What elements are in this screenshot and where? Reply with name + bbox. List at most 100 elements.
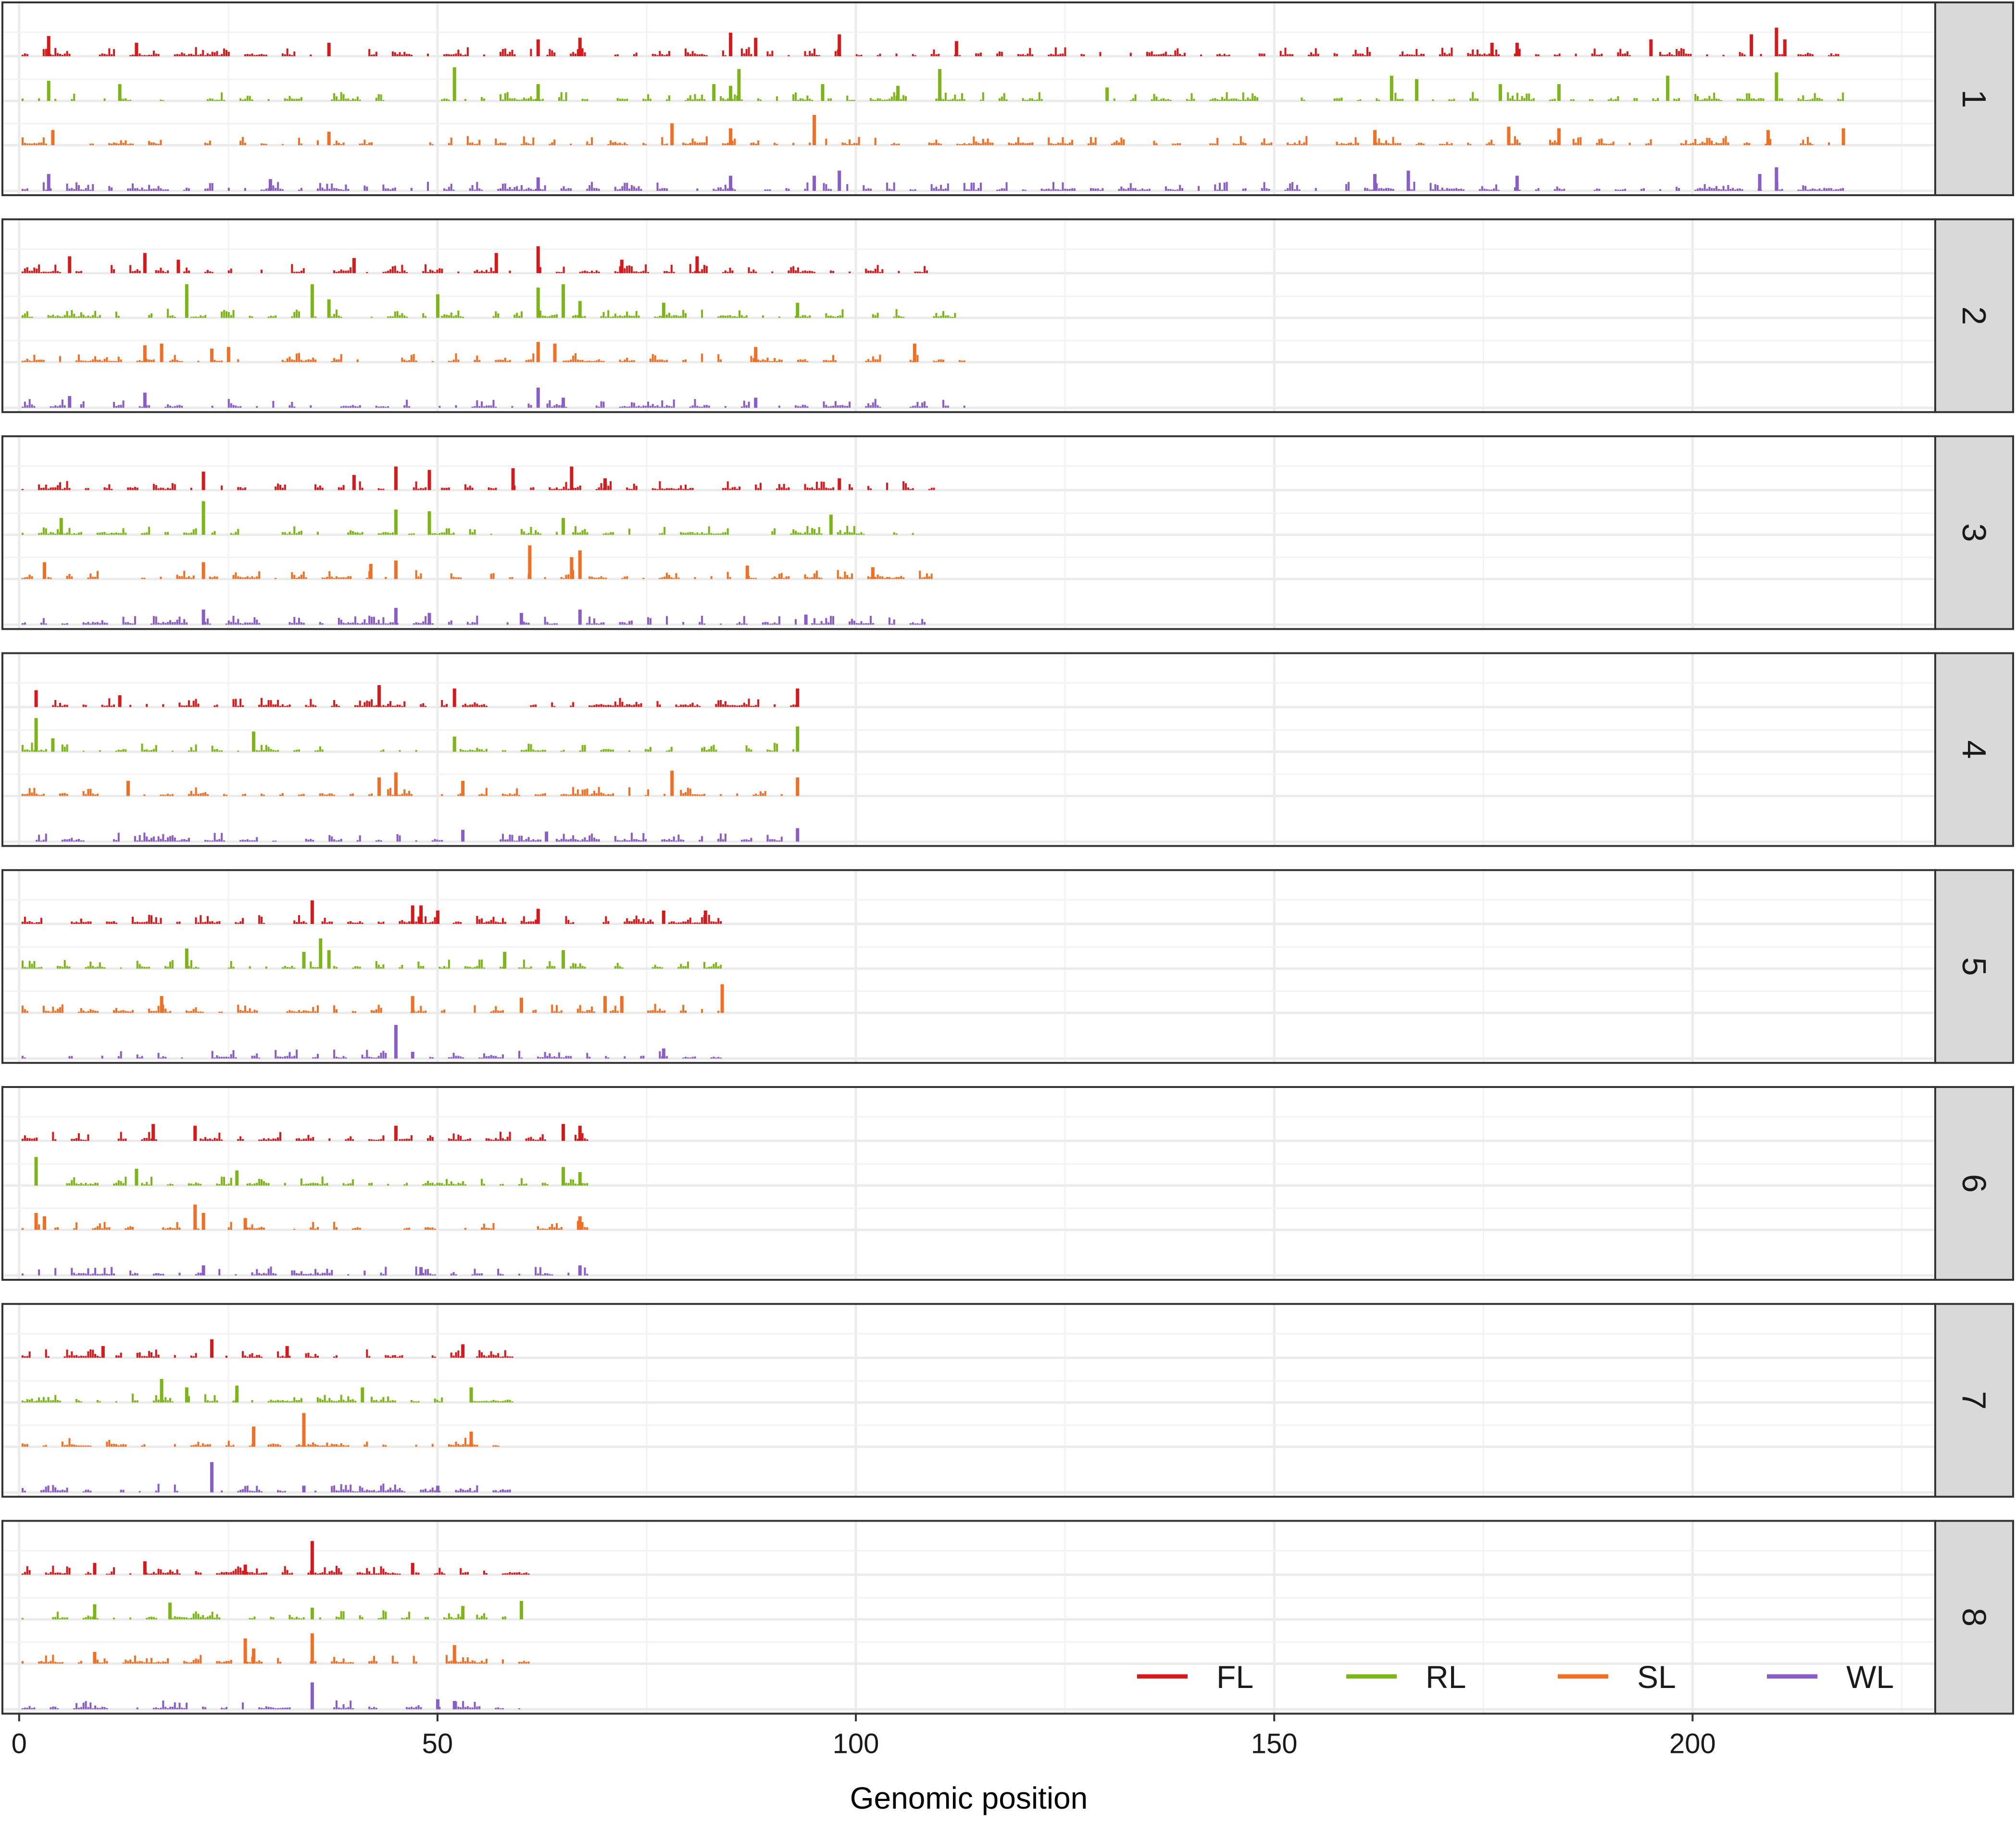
noise-bar	[542, 315, 544, 318]
peak-bar	[1750, 35, 1753, 57]
noise-bar	[43, 1490, 45, 1493]
noise-bar	[446, 315, 448, 318]
noise-bar	[277, 1444, 279, 1447]
noise-bar	[89, 789, 91, 796]
noise-bar	[1486, 144, 1488, 145]
noise-bar	[518, 967, 520, 968]
noise-bar	[326, 1269, 328, 1275]
noise-bar	[827, 361, 829, 362]
noise-bar	[270, 1266, 272, 1275]
noise-bar	[228, 1227, 230, 1230]
noise-bar	[677, 706, 679, 707]
noise-bar	[73, 1273, 75, 1275]
noise-bar	[645, 749, 647, 752]
noise-bar	[570, 923, 572, 924]
noise-bar	[469, 486, 471, 490]
noise-bar	[549, 1053, 551, 1059]
noise-bar	[239, 921, 241, 924]
noise-bar	[628, 265, 630, 273]
noise-bar	[474, 1401, 476, 1402]
noise-bar	[376, 623, 377, 625]
noise-bar	[657, 360, 659, 362]
noise-bar	[71, 99, 73, 101]
noise-bar	[800, 98, 801, 101]
noise-bar	[164, 623, 166, 625]
noise-bar	[553, 139, 555, 145]
noise-bar	[1488, 53, 1490, 56]
noise-bar	[141, 966, 143, 969]
noise-bar	[418, 488, 420, 490]
noise-bar	[1123, 139, 1125, 145]
noise-bar	[29, 271, 31, 273]
noise-bar	[22, 922, 24, 924]
noise-bar	[539, 1138, 541, 1141]
noise-bar	[85, 922, 87, 924]
noise-bar	[263, 1138, 265, 1141]
noise-bar	[589, 1010, 590, 1013]
noise-bar	[118, 1011, 120, 1013]
noise-bar	[155, 616, 157, 625]
noise-bar	[694, 923, 696, 924]
noise-bar	[792, 143, 794, 145]
noise-bar	[301, 1445, 302, 1447]
peak-bar	[838, 478, 841, 490]
noise-bar	[621, 840, 623, 842]
noise-bar	[312, 1357, 314, 1358]
noise-bar	[118, 1445, 120, 1447]
noise-bar	[218, 1133, 220, 1141]
noise-bar	[593, 361, 595, 362]
noise-bar	[1481, 55, 1483, 56]
noise-bar	[664, 794, 665, 796]
noise-bar	[275, 1444, 276, 1447]
noise-bar	[551, 315, 553, 318]
noise-bar	[694, 794, 696, 796]
noise-bar	[143, 533, 145, 535]
noise-bar	[380, 489, 382, 490]
noise-bar	[160, 488, 162, 490]
noise-bar	[526, 534, 527, 535]
noise-bar	[153, 1011, 155, 1013]
noise-bar	[50, 316, 51, 318]
peak-bar	[562, 950, 565, 969]
noise-bar	[87, 315, 89, 318]
peak-bar	[1373, 130, 1377, 146]
noise-bar	[921, 402, 923, 408]
noise-bar	[553, 623, 555, 625]
noise-bar	[350, 576, 351, 579]
noise-bar	[434, 1357, 436, 1358]
noise-bar	[661, 188, 663, 191]
noise-bar	[68, 1355, 70, 1358]
noise-bar	[307, 359, 309, 362]
noise-bar	[89, 1491, 91, 1492]
noise-bar	[1252, 93, 1253, 101]
noise-bar	[1800, 100, 1802, 101]
noise-bar	[462, 1057, 464, 1059]
noise-bar	[287, 705, 288, 707]
noise-bar	[317, 1397, 319, 1402]
noise-bar	[197, 967, 199, 968]
noise-bar	[507, 839, 509, 842]
noise-bar	[137, 188, 138, 191]
noise-bar	[1554, 189, 1556, 191]
noise-bar	[94, 356, 96, 362]
noise-bar	[36, 269, 38, 274]
noise-bar	[682, 840, 684, 842]
noise-bar	[544, 1139, 546, 1141]
noise-bar	[357, 966, 359, 969]
noise-bar	[657, 701, 659, 707]
peak-bar	[193, 1205, 197, 1230]
noise-bar	[1535, 189, 1537, 191]
noise-bar	[228, 621, 230, 625]
noise-bar	[118, 833, 120, 842]
noise-bar	[1535, 54, 1537, 56]
noise-bar	[896, 533, 898, 535]
noise-bar	[935, 54, 937, 56]
noise-bar	[118, 533, 120, 535]
noise-bar	[689, 788, 691, 796]
noise-bar	[720, 921, 722, 924]
noise-bar	[844, 532, 846, 535]
noise-bar	[1055, 48, 1057, 56]
noise-bar	[1615, 99, 1616, 101]
noise-bar	[492, 1011, 494, 1013]
noise-bar	[778, 616, 780, 625]
